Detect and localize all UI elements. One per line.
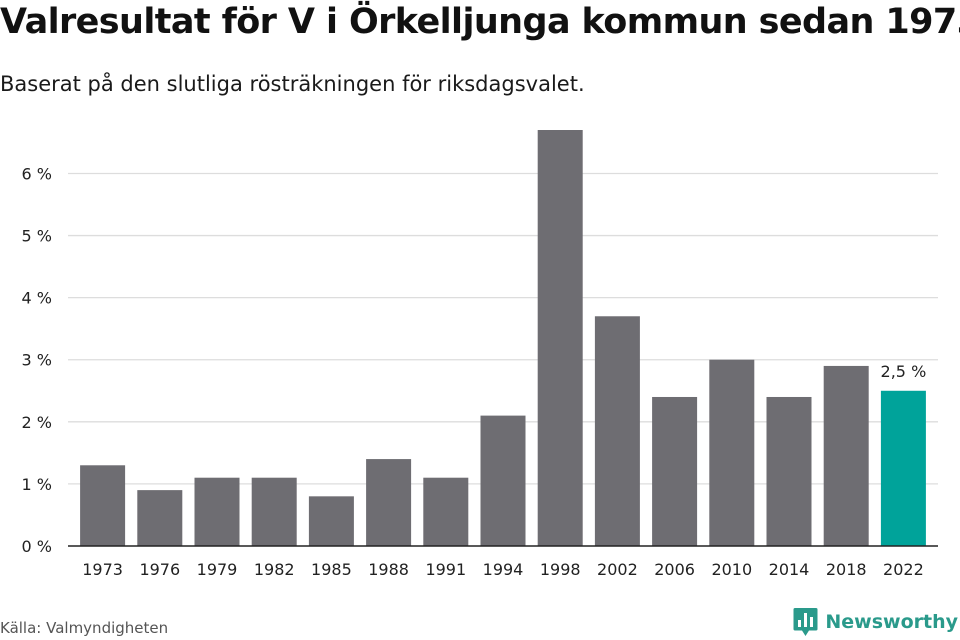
data-label: 2,5 % [881, 362, 927, 381]
bar-2006 [652, 396, 698, 546]
bar-chart: 0 % 1 % 2 % 3 % 4 % 5 % 6 % 1973 1976 1979 1982 198… [22, 130, 938, 579]
x-tick-label: 1991 [425, 560, 466, 579]
x-tick-label: 1988 [368, 560, 409, 579]
y-tick-label: 5 % [22, 227, 52, 246]
bar-1985 [308, 496, 354, 546]
bar-1973 [80, 465, 126, 546]
chart-subtitle: Baserat på den slutliga rösträkningen fö… [0, 72, 585, 96]
brand-name: Newsworthy [825, 611, 958, 633]
bar-1991 [423, 477, 469, 546]
x-tick-label: 2022 [883, 560, 924, 579]
x-tick-label: 2006 [654, 560, 695, 579]
bars [80, 130, 926, 546]
bar-1979 [194, 477, 240, 546]
newsworthy-logo-icon [793, 608, 818, 636]
x-tick-label: 2002 [597, 560, 638, 579]
bar-2022 [880, 390, 926, 546]
chart-title: Valresultat för V i Örkelljunga kommun s… [0, 2, 960, 42]
bar-1998 [537, 130, 583, 546]
x-tick-label: 1979 [197, 560, 238, 579]
x-tick-label: 2014 [769, 560, 810, 579]
y-tick-label: 1 % [22, 475, 52, 494]
bar-2002 [594, 316, 640, 546]
y-tick-label: 3 % [22, 351, 52, 370]
labels: 0 % 1 % 2 % 3 % 4 % 5 % 6 % 1973 1976 1979 1982 198… [22, 164, 938, 579]
bar-1994 [480, 415, 526, 546]
x-tick-label: 1985 [311, 560, 352, 579]
bar-1988 [366, 459, 412, 546]
x-tick-label: 2010 [711, 560, 752, 579]
bar-2018 [823, 365, 869, 546]
x-tick-label: 1994 [483, 560, 524, 579]
x-tick-label: 2018 [826, 560, 867, 579]
y-tick-label: 6 % [22, 164, 52, 183]
y-tick-label: 4 % [22, 289, 52, 308]
x-tick-label: 1998 [540, 560, 581, 579]
x-tick-label: 1982 [254, 560, 295, 579]
x-tick-label: 1976 [139, 560, 180, 579]
source-note: Källa: Valmyndigheten [0, 619, 169, 637]
bar-1976 [137, 490, 183, 546]
bar-1982 [251, 477, 297, 546]
brand: Newsworthy [793, 607, 958, 637]
y-tick-label: 0 % [22, 537, 52, 556]
y-tick-label: 2 % [22, 413, 52, 432]
x-tick-label: 1973 [82, 560, 123, 579]
bar-2014 [766, 396, 812, 546]
bar-2010 [709, 359, 755, 546]
